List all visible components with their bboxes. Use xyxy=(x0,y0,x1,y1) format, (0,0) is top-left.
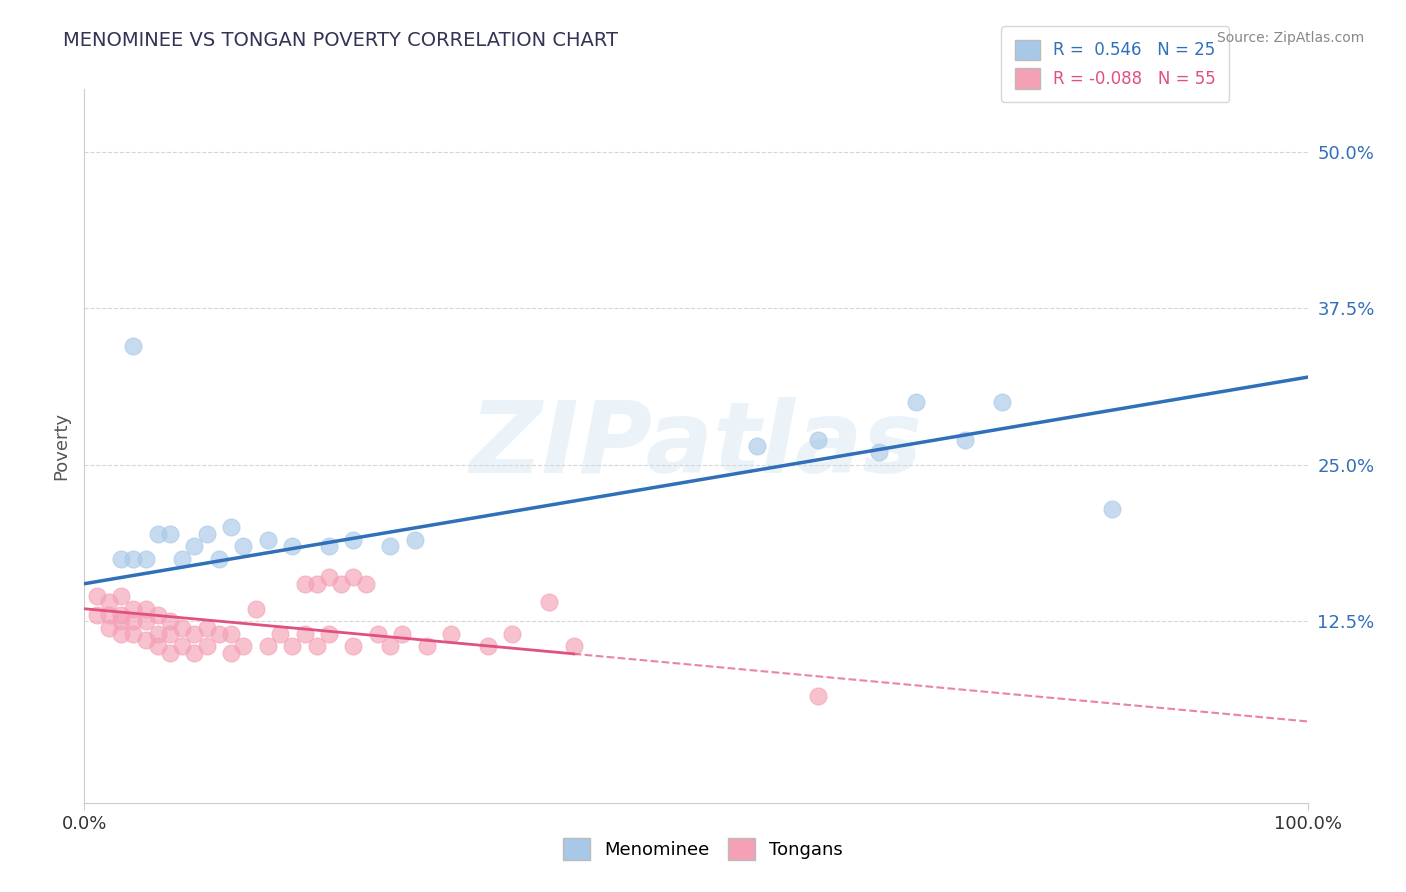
Point xyxy=(183,539,205,553)
Point xyxy=(135,551,157,566)
Point xyxy=(122,339,145,353)
Point xyxy=(122,601,145,615)
Point xyxy=(318,570,340,584)
Point xyxy=(342,640,364,654)
Point xyxy=(380,539,402,553)
Point xyxy=(135,633,157,648)
Point xyxy=(122,627,145,641)
Point xyxy=(257,533,280,547)
Point xyxy=(135,614,157,628)
Point xyxy=(172,640,194,654)
Point xyxy=(416,640,439,654)
Point xyxy=(146,627,169,641)
Point xyxy=(380,640,402,654)
Point xyxy=(281,539,304,553)
Point xyxy=(135,601,157,615)
Point xyxy=(208,551,231,566)
Point xyxy=(538,595,561,609)
Point xyxy=(269,627,291,641)
Point xyxy=(807,433,830,447)
Point xyxy=(342,533,364,547)
Text: MENOMINEE VS TONGAN POVERTY CORRELATION CHART: MENOMINEE VS TONGAN POVERTY CORRELATION … xyxy=(63,31,619,50)
Point xyxy=(146,640,169,654)
Point xyxy=(110,614,132,628)
Point xyxy=(391,627,413,641)
Point xyxy=(318,627,340,641)
Point xyxy=(318,539,340,553)
Point xyxy=(219,627,242,641)
Point xyxy=(97,595,120,609)
Point xyxy=(86,589,108,603)
Point xyxy=(354,576,377,591)
Point xyxy=(208,627,231,641)
Point xyxy=(172,621,194,635)
Point xyxy=(219,520,242,534)
Point xyxy=(172,551,194,566)
Point xyxy=(502,627,524,641)
Text: ZIPatlas: ZIPatlas xyxy=(470,398,922,494)
Point xyxy=(807,690,830,704)
Point xyxy=(953,433,976,447)
Point xyxy=(97,621,120,635)
Point xyxy=(330,576,353,591)
Point xyxy=(281,640,304,654)
Point xyxy=(562,640,585,654)
Point xyxy=(305,640,328,654)
Point xyxy=(294,576,316,591)
Legend: Menominee, Tongans: Menominee, Tongans xyxy=(548,823,858,874)
Point xyxy=(110,607,132,622)
Point xyxy=(97,607,120,622)
Point xyxy=(110,627,132,641)
Point xyxy=(86,607,108,622)
Point xyxy=(905,395,928,409)
Point xyxy=(159,646,181,660)
Point xyxy=(159,627,181,641)
Text: Source: ZipAtlas.com: Source: ZipAtlas.com xyxy=(1216,31,1364,45)
Point xyxy=(305,576,328,591)
Point xyxy=(1101,501,1123,516)
Point xyxy=(232,640,254,654)
Point xyxy=(195,526,218,541)
Point xyxy=(440,627,463,641)
Point xyxy=(232,539,254,553)
Point xyxy=(294,627,316,641)
Point xyxy=(991,395,1014,409)
Point xyxy=(122,551,145,566)
Point xyxy=(195,621,218,635)
Point xyxy=(159,526,181,541)
Y-axis label: Poverty: Poverty xyxy=(52,412,70,480)
Point xyxy=(110,551,132,566)
Point xyxy=(367,627,389,641)
Point xyxy=(183,627,205,641)
Point xyxy=(219,646,242,660)
Point xyxy=(146,607,169,622)
Point xyxy=(869,445,891,459)
Point xyxy=(404,533,426,547)
Point xyxy=(159,614,181,628)
Point xyxy=(477,640,499,654)
Point xyxy=(257,640,280,654)
Point xyxy=(195,640,218,654)
Point xyxy=(342,570,364,584)
Point xyxy=(183,646,205,660)
Point xyxy=(245,601,267,615)
Point xyxy=(747,439,769,453)
Point xyxy=(110,589,132,603)
Point xyxy=(122,614,145,628)
Point xyxy=(146,526,169,541)
